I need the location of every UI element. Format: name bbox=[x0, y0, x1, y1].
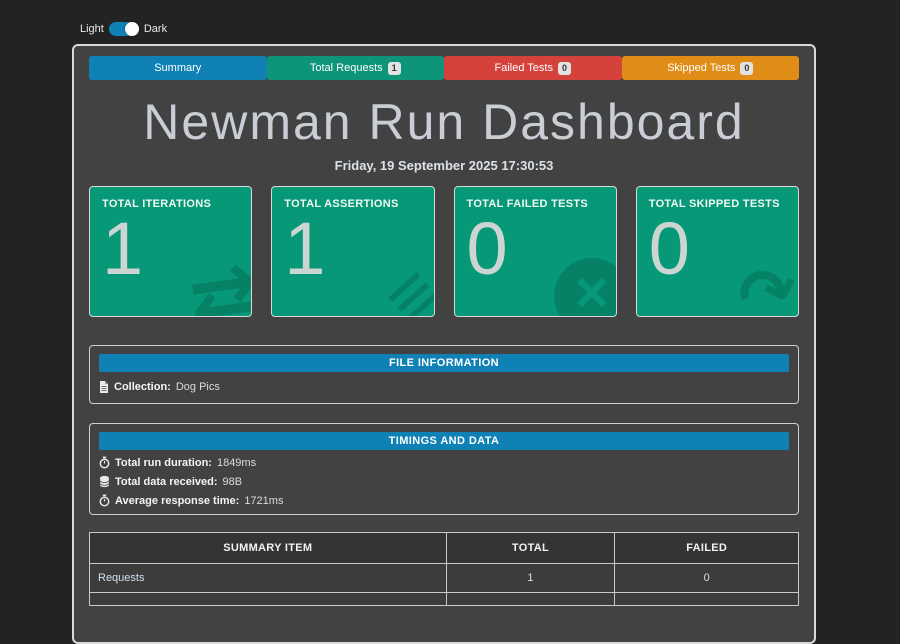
timing-label: Average response time: bbox=[115, 495, 239, 507]
light-label: Light bbox=[80, 23, 104, 35]
failed-tests-badge: 0 bbox=[558, 62, 571, 75]
file-information-heading: FILE INFORMATION bbox=[99, 354, 789, 372]
timing-value: 1721ms bbox=[244, 495, 283, 507]
card-total-skipped-tests: TOTAL SKIPPED TESTS 0 ↷ bbox=[636, 186, 799, 317]
col-summary-item: SUMMARY ITEM bbox=[90, 533, 447, 564]
total-requests-badge: 1 bbox=[388, 62, 401, 75]
tab-failed-tests-label: Failed Tests bbox=[494, 62, 553, 74]
dashboard-container: Summary Total Requests 1 Failed Tests 0 … bbox=[72, 44, 816, 644]
tab-summary-label: Summary bbox=[154, 62, 201, 74]
timings-heading: TIMINGS AND DATA bbox=[99, 432, 789, 450]
file-information-panel: FILE INFORMATION Collection: Dog Pics bbox=[89, 345, 799, 404]
requests-total-cell: 1 bbox=[446, 564, 615, 593]
stopwatch-icon bbox=[99, 456, 110, 469]
stat-cards-row: TOTAL ITERATIONS 1 ⇄ TOTAL ASSERTIONS 1 … bbox=[89, 186, 799, 317]
requests-item-cell: Requests bbox=[90, 564, 447, 593]
collection-info-line: Collection: Dog Pics bbox=[99, 381, 789, 393]
dark-label: Dark bbox=[144, 23, 167, 35]
timing-value: 98B bbox=[223, 476, 243, 488]
average-response-time-line: Average response time: 1721ms bbox=[99, 494, 789, 507]
tab-failed-tests[interactable]: Failed Tests 0 bbox=[444, 56, 622, 80]
tab-total-requests-label: Total Requests bbox=[310, 62, 383, 74]
tab-summary[interactable]: Summary bbox=[89, 56, 267, 80]
collection-label: Collection: bbox=[114, 381, 171, 393]
card-value: 1 bbox=[284, 214, 421, 284]
col-total: TOTAL bbox=[446, 533, 615, 564]
tab-total-requests[interactable]: Total Requests 1 bbox=[267, 56, 445, 80]
card-total-failed-tests: TOTAL FAILED TESTS 0 × bbox=[454, 186, 617, 317]
theme-toggle-row: Light Dark bbox=[80, 22, 167, 36]
table-row-partial bbox=[90, 593, 799, 606]
toggle-knob-icon bbox=[125, 22, 139, 36]
timings-panel: TIMINGS AND DATA Total run duration: 184… bbox=[89, 423, 799, 515]
summary-table: SUMMARY ITEM TOTAL FAILED Requests 1 0 bbox=[89, 532, 799, 606]
nav-tabs: Summary Total Requests 1 Failed Tests 0 … bbox=[89, 56, 799, 80]
total-run-duration-line: Total run duration: 1849ms bbox=[99, 456, 789, 469]
table-header-row: SUMMARY ITEM TOTAL FAILED bbox=[90, 533, 799, 564]
page-title: Newman Run Dashboard bbox=[89, 92, 799, 152]
collection-value: Dog Pics bbox=[176, 381, 220, 393]
tab-skipped-tests[interactable]: Skipped Tests 0 bbox=[622, 56, 800, 80]
timing-label: Total run duration: bbox=[115, 457, 212, 469]
total-data-received-line: Total data received: 98B bbox=[99, 475, 789, 488]
card-value: 0 bbox=[649, 214, 786, 284]
document-icon bbox=[99, 381, 109, 393]
database-icon bbox=[99, 475, 110, 488]
table-row-requests: Requests 1 0 bbox=[90, 564, 799, 593]
card-total-iterations: TOTAL ITERATIONS 1 ⇄ bbox=[89, 186, 252, 317]
tab-skipped-tests-label: Skipped Tests bbox=[667, 62, 735, 74]
card-total-assertions: TOTAL ASSERTIONS 1 ≡ bbox=[271, 186, 434, 317]
card-value: 1 bbox=[102, 214, 239, 284]
theme-toggle-switch[interactable] bbox=[109, 22, 139, 36]
requests-failed-cell: 0 bbox=[615, 564, 799, 593]
stopwatch-icon bbox=[99, 494, 110, 507]
timing-value: 1849ms bbox=[217, 457, 256, 469]
col-failed: FAILED bbox=[615, 533, 799, 564]
timing-label: Total data received: bbox=[115, 476, 218, 488]
run-timestamp: Friday, 19 September 2025 17:30:53 bbox=[89, 158, 799, 173]
skipped-tests-badge: 0 bbox=[740, 62, 753, 75]
